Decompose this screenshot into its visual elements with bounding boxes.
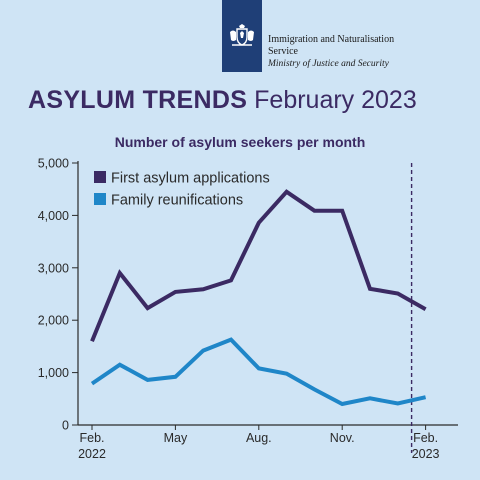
y-tick-label: 2,000: [38, 314, 69, 328]
ministry-name: Ministry of Justice and Security: [268, 59, 389, 69]
x-tick-label: Feb.: [413, 431, 438, 445]
x-tick-label: Aug.: [246, 431, 272, 445]
legend-label: First asylum applications: [111, 171, 270, 187]
org-name-line1: Immigration and Naturalisation: [268, 34, 395, 45]
x-tick-label: Feb.: [79, 431, 104, 445]
x-tick-label-year: 2022: [78, 447, 106, 461]
x-tick-label: Nov.: [330, 431, 355, 445]
series-line-first-asylum-applications: [90, 189, 427, 342]
y-tick-label: 4,000: [38, 209, 69, 223]
y-tick-label: 5,000: [38, 157, 69, 171]
legend-swatch: [94, 171, 106, 183]
legend-swatch: [94, 193, 106, 205]
coat-of-arms-icon: [230, 24, 254, 46]
chart-title: Number of asylum seekers per month: [114, 134, 366, 150]
logo-banner: [222, 0, 262, 72]
page-title: ASYLUM TRENDS February 2023: [28, 86, 417, 115]
organisation-name: Immigration and Naturalisation Service M…: [268, 34, 394, 70]
legend-label: Family reunifications: [111, 193, 243, 209]
title-light: February 2023: [254, 86, 417, 114]
y-tick-label: 1,000: [38, 366, 69, 380]
x-tick-label: May: [164, 431, 188, 445]
title-strong: ASYLUM TRENDS: [28, 86, 248, 114]
y-tick-label: 3,000: [38, 261, 69, 275]
series-line-family-reunifications: [90, 337, 427, 407]
x-tick-label-year: 2023: [412, 447, 440, 461]
org-name-line2: Service: [268, 46, 298, 57]
y-tick-label: 0: [62, 419, 69, 433]
